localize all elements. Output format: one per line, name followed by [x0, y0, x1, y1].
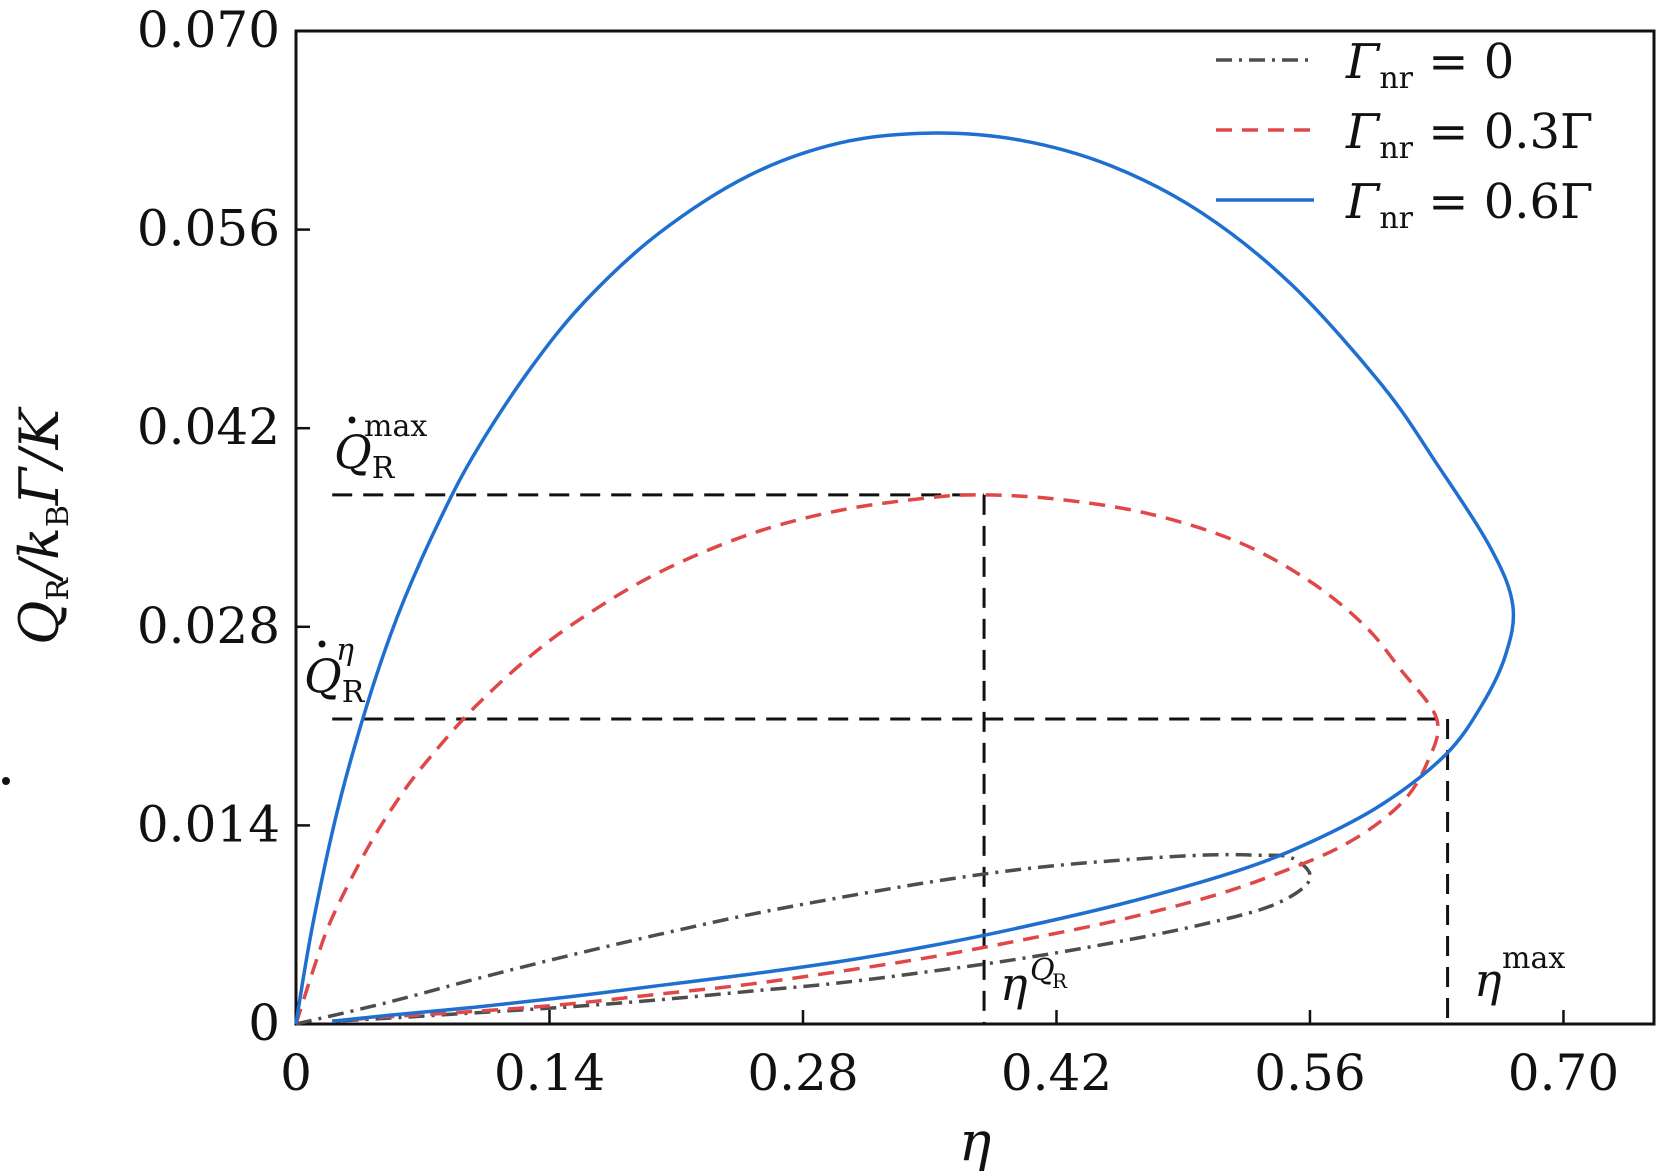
y-tick-label-5: 0.070 — [137, 1, 280, 59]
y-tick-label-1: 0.014 — [137, 795, 280, 853]
y-tick-label-2: 0.028 — [137, 597, 280, 655]
x-tick-label-0: 0 — [280, 1044, 312, 1102]
annotation-q-max: QR max — [334, 409, 427, 486]
axis-ticks: 0 0.14 0.28 0.42 0.56 0.70 0 0.014 0.028 0.042 0.0… — [137, 1, 1619, 1102]
q-dot — [2, 777, 10, 785]
svg-text:η: η — [1000, 957, 1028, 1011]
legend-label-0: Γnr = 0 — [1345, 34, 1514, 96]
y-tick-label-0: 0 — [248, 994, 280, 1052]
x-tick-label-2: 0.28 — [747, 1044, 858, 1102]
x-tick-label-4: 0.56 — [1254, 1044, 1365, 1102]
svg-text:QR: QR — [304, 649, 366, 710]
y-tick-label-3: 0.042 — [137, 398, 280, 456]
annotation-eta-q: η Q R — [1000, 953, 1068, 1011]
x-tick-label-3: 0.42 — [1001, 1044, 1112, 1102]
legend: Γnr = 0 Γnr = 0.3Γ Γnr = 0.6Γ — [1216, 34, 1593, 236]
y-axis-title: QR/kBΓ/K — [2, 406, 76, 785]
annotation-q-eta: QR η — [304, 633, 366, 710]
annotation-eta-max: η max — [1474, 941, 1565, 1007]
x-axis-title: η — [959, 1110, 991, 1171]
svg-text:R: R — [1052, 969, 1068, 993]
x-tick-label-1: 0.14 — [494, 1044, 605, 1102]
legend-label-2: Γnr = 0.6Γ — [1345, 174, 1593, 236]
plot-frame — [294, 29, 1656, 1026]
series-line-1 — [294, 493, 1440, 1025]
legend-label-1: Γnr = 0.3Γ — [1345, 104, 1593, 166]
svg-text:η: η — [336, 633, 354, 668]
svg-text:QR/kBΓ/K: QR/kBΓ/K — [8, 406, 76, 645]
svg-text:η: η — [1474, 953, 1502, 1007]
y-tick-label-4: 0.056 — [137, 200, 280, 258]
svg-text:max: max — [1502, 941, 1565, 976]
series-line-2 — [294, 131, 1516, 1025]
svg-text:Q: Q — [1030, 953, 1055, 988]
series-group — [294, 131, 1516, 1026]
svg-text:QR: QR — [334, 425, 396, 486]
reference-lines — [332, 493, 1450, 1024]
x-tick-label-5: 0.70 — [1508, 1044, 1619, 1102]
svg-text:max: max — [364, 409, 427, 444]
series-line-0 — [295, 852, 1313, 1026]
